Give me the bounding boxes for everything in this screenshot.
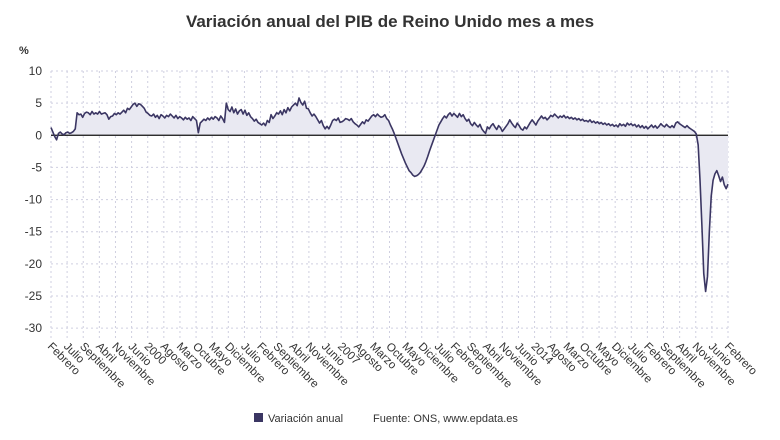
y-tick-label: 5 — [35, 96, 42, 110]
y-tick-label: 0 — [35, 128, 42, 142]
grid — [50, 70, 729, 341]
y-axis-ticks: 10 5 0 -5 -10 -15 -20 -25 -30 — [25, 64, 43, 335]
legend: Variación anual — [254, 413, 343, 425]
area-fill — [51, 98, 728, 292]
legend-swatch — [254, 413, 263, 422]
y-tick-label: -20 — [25, 257, 43, 271]
y-tick-label: -30 — [25, 321, 43, 335]
y-tick-label: -25 — [25, 289, 43, 303]
legend-label: Variación anual — [268, 413, 343, 425]
y-axis-unit: % — [19, 45, 29, 57]
x-axis-ticks: FebreroJulioSeptiembreAbrilNoviembreJuni… — [45, 341, 759, 391]
chart-title: Variación anual del PIB de Reino Unido m… — [186, 12, 594, 31]
source-text: Fuente: ONS, www.epdata.es — [373, 413, 518, 425]
series-line-variacion-anual — [50, 97, 729, 293]
y-tick-label: -10 — [25, 193, 43, 207]
y-tick-label: 10 — [29, 64, 43, 78]
y-tick-label: -15 — [25, 225, 43, 239]
y-tick-label: -5 — [31, 160, 42, 174]
